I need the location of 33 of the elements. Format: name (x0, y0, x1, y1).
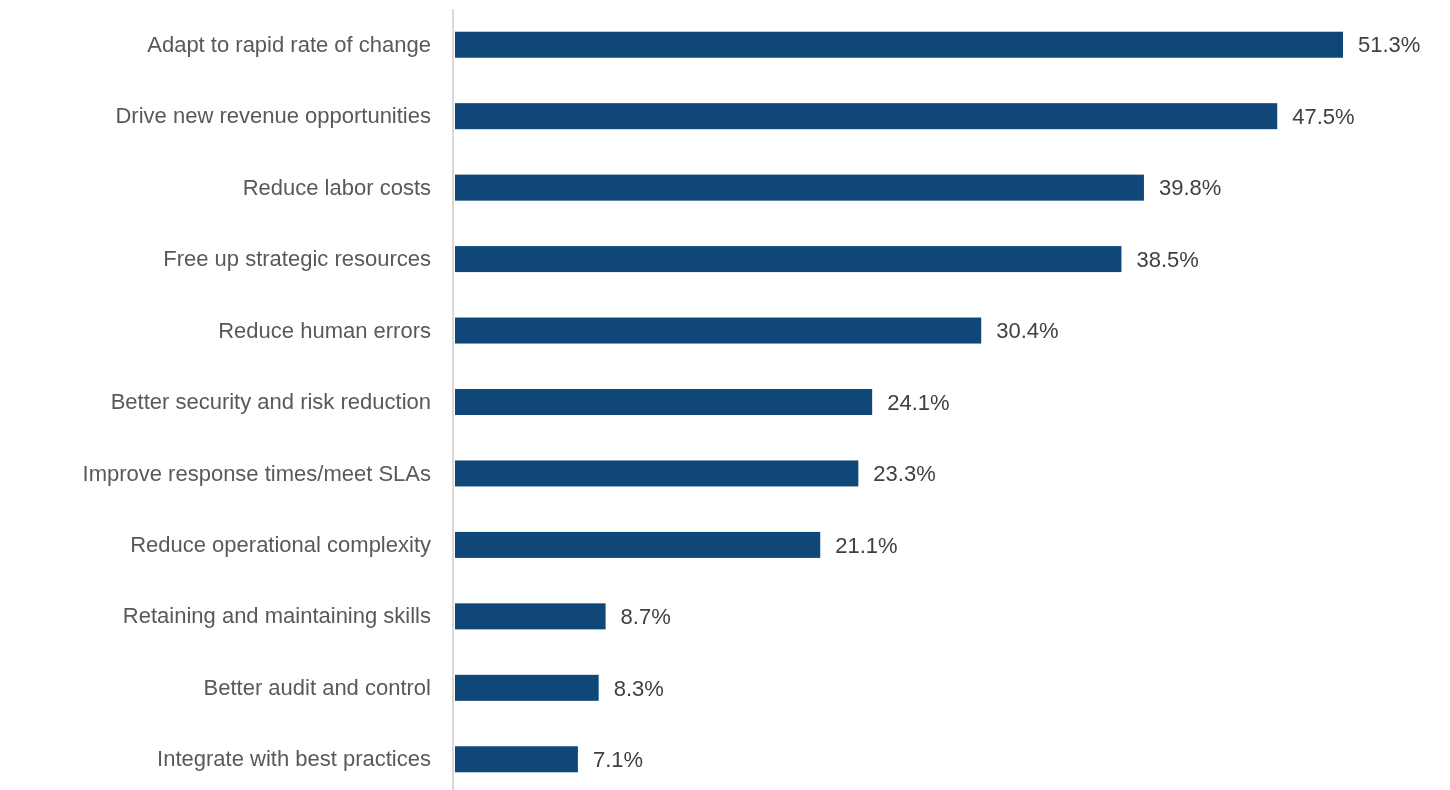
bar (455, 389, 873, 415)
data-label: 8.3% (613, 675, 664, 701)
bar (455, 31, 1343, 58)
y-tick-label: Better security and risk reduction (110, 389, 431, 415)
bar (455, 246, 1122, 273)
data-label: 30.4% (996, 318, 1059, 344)
y-tick-label: Retaining and maintaining skills (122, 603, 431, 629)
y-tick-label: Reduce operational complexity (130, 531, 431, 557)
bar (455, 174, 1144, 201)
y-tick-label: Reduce labor costs (242, 174, 431, 200)
data-label: 7.1% (592, 746, 644, 772)
bar (455, 603, 606, 630)
bar (455, 460, 859, 487)
y-tick-label: Integrate with best practices (157, 746, 431, 772)
y-tick-label: Adapt to rapid rate of change (147, 31, 431, 57)
data-label: 39.8% (1158, 175, 1222, 201)
data-label: 23.3% (873, 461, 936, 487)
data-label: 51.3% (1358, 32, 1421, 58)
data-label: 24.1% (887, 389, 950, 415)
data-label: 8.7% (620, 604, 671, 630)
data-label: 21.1% (835, 532, 898, 558)
bar (455, 674, 599, 701)
data-label: 38.5% (1136, 246, 1199, 272)
y-tick-label: Drive new revenue opportunities (115, 103, 431, 129)
y-tick-label: Reduce human errors (218, 317, 431, 343)
bar (455, 531, 821, 558)
y-tick-label: Improve response times/meet SLAs (82, 460, 431, 486)
bar (455, 317, 982, 344)
bar (455, 746, 578, 773)
y-tick-label: Better audit and control (203, 674, 431, 700)
y-tick-label: Free up strategic resources (163, 246, 431, 272)
bar (455, 103, 1278, 130)
data-label: 47.5% (1292, 103, 1355, 129)
